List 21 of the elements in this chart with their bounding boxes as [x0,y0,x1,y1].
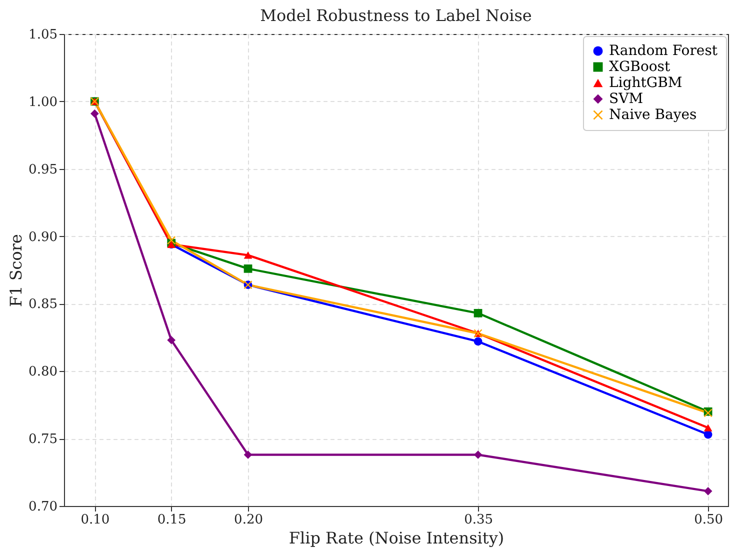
y-tick-label: 0.80 [28,364,58,380]
legend-label: SVM [609,91,644,107]
x-tick-label: 0.35 [464,512,494,528]
legend-label: XGBoost [609,59,670,75]
x-tick-label: 0.15 [157,512,186,528]
y-tick-label: 0.85 [28,297,58,312]
y-tick-label: 0.70 [28,500,58,514]
x-tick-label: 0.20 [234,512,263,528]
chart-title: Model Robustness to Label Noise [260,6,532,25]
y-tick-label: 1.05 [28,28,58,42]
x-tick-label: 0.10 [80,512,110,528]
y-axis-title: F1 Score [6,234,26,308]
y-tick-label: 1.00 [28,94,58,110]
legend-label: LightGBM [609,75,682,91]
legend-label: Naive Bayes [609,107,697,123]
legend-label: Random Forest [609,43,718,59]
x-tick-label: 0.50 [694,512,724,528]
y-tick-label: 0.75 [28,432,58,448]
y-tick-label: 0.95 [28,162,58,178]
y-tick-label: 0.90 [28,230,58,245]
x-axis-title: Flip Rate (Noise Intensity) [288,528,504,548]
